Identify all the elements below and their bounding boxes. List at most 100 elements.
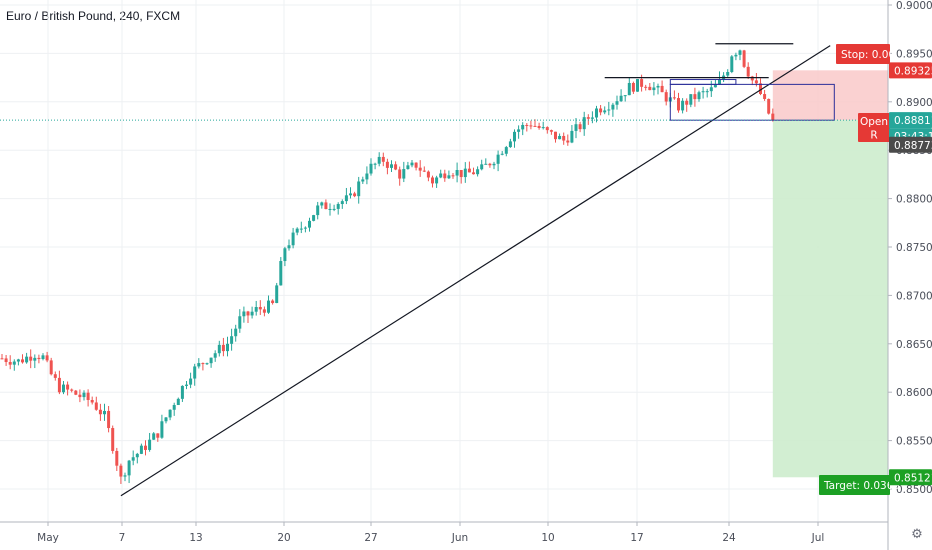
candle: [623, 95, 627, 102]
candle-body: [209, 357, 213, 364]
candle-body: [349, 193, 352, 196]
candle-body: [681, 100, 685, 111]
candle-body: [693, 94, 697, 100]
candle: [336, 202, 340, 215]
candle: [513, 129, 516, 148]
x-tick-label: Jun: [451, 532, 468, 544]
candle-body: [402, 169, 406, 179]
candle: [730, 55, 734, 74]
candle-body: [246, 311, 250, 316]
candle-body: [525, 124, 529, 126]
stop-loss-zone: [772, 70, 888, 121]
settings-gear-icon[interactable]: ⚙: [911, 527, 923, 542]
target-label: Target: 0.0365: [819, 475, 900, 495]
candle-body: [554, 131, 557, 140]
candle: [656, 83, 660, 95]
candle-body: [353, 193, 357, 197]
candle: [25, 352, 29, 364]
candle: [648, 83, 652, 91]
r-label-text: R: [870, 130, 877, 142]
stop-label: Stop: 0.00: [836, 44, 895, 64]
candle: [439, 169, 443, 179]
candle: [353, 191, 357, 198]
candle-body: [701, 91, 705, 93]
candle: [414, 162, 418, 171]
candle: [615, 95, 619, 110]
candle: [287, 239, 291, 251]
candle: [205, 362, 209, 366]
candle-body: [529, 125, 533, 127]
candle-body: [340, 201, 344, 205]
candle-body: [295, 228, 299, 233]
candles: [0, 49, 775, 484]
candle-body: [586, 117, 590, 119]
candle: [385, 158, 389, 175]
candle: [570, 124, 574, 144]
candle-body: [275, 285, 279, 304]
candle: [681, 98, 685, 114]
range-box: [669, 79, 737, 85]
candle: [492, 161, 496, 170]
candle-body: [324, 202, 328, 210]
candle-body: [45, 355, 49, 361]
candle: [324, 199, 328, 210]
candle: [582, 111, 586, 136]
candle-body: [443, 173, 447, 179]
candle: [636, 78, 639, 92]
candle-body: [107, 410, 111, 429]
candle: [33, 354, 37, 369]
candle: [377, 152, 381, 167]
candle-body: [713, 84, 717, 88]
candle: [152, 432, 156, 440]
candle-body: [139, 445, 143, 454]
grid-lines: [0, 0, 888, 522]
candle: [574, 118, 578, 139]
candle-body: [267, 300, 270, 313]
candle: [201, 362, 205, 371]
price-tag-current-text: 0.88811: [894, 115, 932, 127]
candle-body: [230, 336, 234, 344]
trend-line: [120, 45, 831, 497]
candle-body: [328, 208, 332, 210]
candle-body: [558, 135, 562, 140]
chart-title: Euro / British Pound, 240, FXCM: [6, 9, 181, 23]
candle-body: [496, 154, 500, 164]
candle-body: [410, 162, 414, 166]
candle-body: [574, 124, 578, 131]
candle: [185, 380, 188, 390]
candle: [62, 380, 65, 395]
candle: [308, 217, 311, 232]
candle: [234, 324, 238, 342]
candle: [299, 221, 303, 234]
candle: [611, 102, 615, 117]
candle-body: [447, 175, 451, 179]
candle-body: [131, 457, 135, 461]
candle: [759, 78, 762, 96]
candle: [119, 463, 123, 484]
candle-body: [463, 168, 467, 178]
candle-body: [90, 399, 94, 403]
candle: [541, 121, 545, 130]
candle: [566, 134, 570, 146]
candle-body: [636, 79, 639, 92]
candle: [603, 106, 607, 115]
candle-body: [98, 409, 102, 415]
candle-body: [615, 101, 619, 105]
candle-body: [66, 384, 70, 390]
candle-body: [33, 357, 37, 361]
candle: [525, 123, 529, 132]
candle-body: [541, 127, 545, 129]
candle: [21, 354, 24, 364]
candle: [521, 122, 525, 136]
price-tag-dark-text: 0.88773: [894, 140, 932, 152]
candle: [176, 397, 180, 406]
open-label-text: Open: [860, 116, 888, 128]
candle: [726, 69, 730, 78]
candle: [78, 389, 82, 403]
candle-body: [508, 141, 512, 148]
candle: [45, 351, 49, 363]
candle-body: [226, 343, 229, 352]
candle-body: [685, 100, 689, 105]
